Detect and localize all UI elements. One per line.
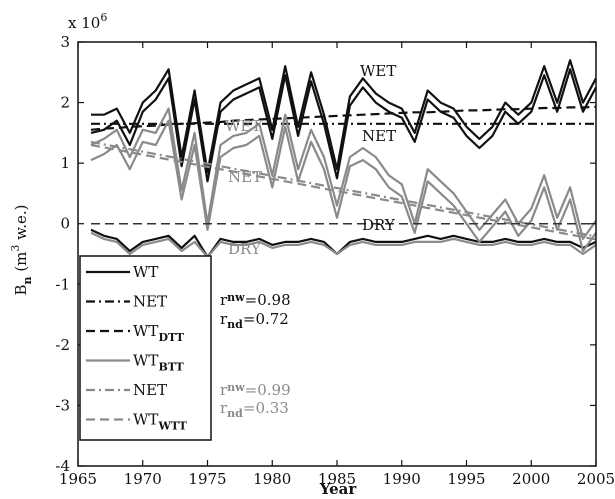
legend-label: WTBTT xyxy=(133,352,185,374)
y-tick-label: -1 xyxy=(55,275,70,293)
series-black-wt-dtt xyxy=(90,105,597,131)
series-layer xyxy=(90,59,597,259)
x-tick-label: 1990 xyxy=(383,470,421,488)
stat-black-rnd: rnd=0.72 xyxy=(220,310,289,331)
series-gray-wet xyxy=(90,107,597,240)
legend-label: WTDTT xyxy=(133,322,185,344)
y-tick-label: -4 xyxy=(55,457,70,475)
stat-black-rnw: rnw=0.98 xyxy=(220,291,291,309)
y-tick-label: 2 xyxy=(60,94,70,112)
x-tick-label: 2000 xyxy=(512,470,550,488)
y-multiplier: x 106 xyxy=(68,11,107,32)
x-tick-label: 1970 xyxy=(124,470,162,488)
x-tick-label: 1975 xyxy=(188,470,226,488)
annotation-dry-gray: DRY xyxy=(228,240,262,258)
annotation-wet-gray: WET xyxy=(225,117,261,135)
series-gray-dry xyxy=(90,231,597,259)
legend-label: WT xyxy=(133,263,158,281)
annotation-net-gray: NET xyxy=(228,168,262,186)
x-axis-title: Year xyxy=(319,480,358,498)
annotation-net-black: NET xyxy=(362,127,396,145)
y-tick-label: 0 xyxy=(60,215,70,233)
legend-label: NET xyxy=(133,293,167,311)
series-black-net xyxy=(90,68,597,183)
legend-box xyxy=(79,255,212,441)
series-black-dry xyxy=(90,228,597,259)
stat-gray-rnd: rnd=0.33 xyxy=(220,399,289,420)
legend-label: WTWTT xyxy=(133,411,188,433)
x-tick-label: 1995 xyxy=(447,470,485,488)
y-tick-label: -2 xyxy=(55,336,70,354)
x-tick-label: 1980 xyxy=(253,470,291,488)
y-tick-label: 1 xyxy=(60,154,70,172)
legend: WT NET WTDTT WTBTT NET WTWTT xyxy=(79,255,212,441)
annotation-dry-black: DRY xyxy=(362,216,396,234)
y-tick-label: 3 xyxy=(60,33,70,51)
axis-layer: 1965 1970 1975 1980 1985 1990 1995 2000 2005 -4 -3… xyxy=(55,33,615,488)
y-tick-label: -3 xyxy=(55,396,70,414)
stat-gray-rnw: rnw=0.99 xyxy=(220,381,291,399)
x-tick-label: 1985 xyxy=(318,470,356,488)
x-tick-label: 1965 xyxy=(59,470,97,488)
x-tick-label: 2005 xyxy=(577,470,615,488)
legend-label: NET xyxy=(133,381,167,399)
y-axis-title: Bn (m3 w.e.) xyxy=(9,205,34,296)
annotation-wet-black: WET xyxy=(360,62,396,80)
